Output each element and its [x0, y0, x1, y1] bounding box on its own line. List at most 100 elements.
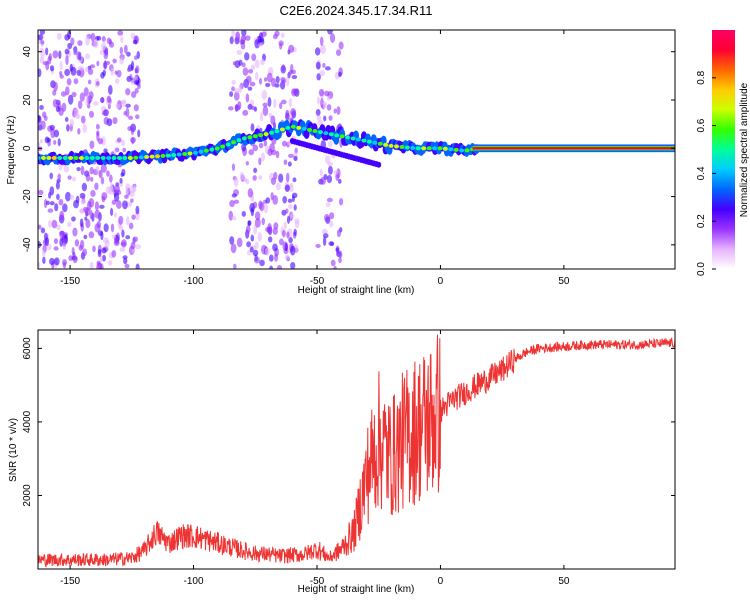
spectrogram-cell	[75, 113, 81, 120]
spectrogram-cell	[329, 241, 335, 247]
spectrogram-cell	[345, 135, 351, 140]
spectrogram-cell	[95, 165, 100, 173]
spectrogram-cell	[336, 49, 342, 56]
spectrogram-cell	[267, 236, 273, 243]
spectrogram-cell	[116, 200, 122, 209]
spectrogram-cell	[39, 47, 44, 53]
spectrogram-cell	[84, 66, 89, 73]
spectrogram-cell	[241, 35, 246, 42]
spectrogram-cell	[214, 146, 220, 151]
spectrogram-cell	[97, 248, 102, 258]
spectrogram-cell	[38, 142, 41, 147]
spectrogram-cell	[73, 51, 78, 56]
spectrogram-cell	[89, 140, 95, 150]
spectrogram-cell	[90, 190, 96, 197]
spectrogram-cell	[120, 172, 125, 177]
spectrogram-cell	[106, 95, 112, 103]
spectrogram-cell	[285, 172, 290, 183]
spectrogram-cell	[95, 81, 100, 86]
spectrogram-cell	[85, 97, 89, 106]
spectrogram-cell	[259, 111, 264, 122]
spectrogram-cell	[74, 239, 80, 247]
spectrogram-cell	[89, 166, 94, 175]
spectrogram-cell	[64, 48, 70, 55]
spectrogram-x-tick-label: -50	[310, 276, 325, 287]
spectrogram-frame	[37, 29, 676, 270]
spectrogram-cell	[123, 44, 128, 54]
spectrogram-cell	[263, 132, 269, 137]
spectrogram-cell	[239, 171, 245, 181]
spectrogram-cell	[114, 70, 118, 75]
spectrogram-cell	[89, 64, 96, 69]
spectrogram-cell	[92, 245, 96, 253]
spectrogram-cell	[261, 217, 266, 226]
spectrogram-cell	[40, 155, 46, 160]
spectrogram-cell	[329, 212, 335, 220]
spectrogram-cell	[123, 257, 128, 265]
spectrogram-cell	[269, 130, 275, 135]
spectrogram-cell	[62, 155, 68, 160]
spectrogram-cell	[236, 138, 242, 143]
spectrogram-cell	[285, 254, 290, 261]
snr-y-tick-label: 4000	[22, 410, 33, 433]
spectrogram-cell	[245, 225, 251, 234]
spectrogram-cell	[42, 249, 46, 257]
spectrogram-cell	[247, 69, 254, 74]
spectrogram-cell	[42, 256, 46, 264]
spectrogram-cell	[231, 140, 237, 145]
spectrogram-cell	[114, 184, 120, 194]
spectrogram-cell	[329, 33, 336, 43]
spectrogram-cell	[94, 209, 101, 219]
spectrogram-cell	[198, 149, 204, 154]
spectrogram-cell	[133, 155, 139, 160]
spectrogram-cell	[289, 213, 295, 219]
spectrogram-cell	[132, 185, 137, 193]
colorbar-tick-label: 0.4	[696, 166, 707, 180]
spectrogram-cell	[82, 248, 88, 257]
spectrogram-cell	[46, 200, 50, 206]
spectrogram-cell	[122, 155, 128, 160]
spectrogram-cell	[281, 140, 288, 147]
spectrogram-cell	[290, 245, 296, 256]
spectrogram-cell	[203, 148, 209, 153]
spectrogram-cell	[292, 177, 297, 183]
spectrogram-cell	[49, 124, 55, 131]
spectrogram-cell	[464, 148, 470, 153]
spectrogram-cell	[281, 64, 286, 71]
spectrogram-cell	[281, 79, 287, 84]
spectrogram-cell	[65, 86, 70, 96]
spectrogram-cell	[101, 42, 107, 51]
spectrogram-cell	[404, 145, 410, 150]
spectrogram-cell	[442, 146, 448, 151]
chart-title: C2E6.2024.345.17.34.R11	[280, 3, 433, 18]
spectrogram-cell	[193, 150, 199, 155]
spectrogram-cell	[231, 215, 237, 221]
spectrogram-cell	[124, 194, 129, 199]
spectrogram-cell	[44, 237, 50, 247]
spectrogram-cell	[134, 87, 139, 94]
spectrogram-cell	[47, 208, 54, 213]
spectrogram-cell	[254, 39, 261, 49]
spectrogram-cell	[77, 128, 81, 135]
spectrogram-cell	[69, 194, 75, 200]
spectrogram-cell	[324, 66, 331, 71]
spectrogram-cell	[258, 175, 263, 180]
spectrogram-cell	[272, 243, 278, 252]
spectrogram-cell	[101, 36, 106, 42]
spectrogram-cell	[290, 261, 296, 269]
spectrogram-cell	[67, 175, 72, 180]
spectrogram-cell	[273, 222, 279, 230]
spectrogram-cell	[318, 88, 325, 97]
spectrogram-cell	[80, 199, 87, 205]
spectrogram-cell	[53, 238, 59, 245]
colorbar-tick-label: 0.2	[696, 214, 707, 228]
spectrogram-cell	[328, 140, 333, 148]
spectrogram-cell	[293, 155, 298, 162]
spectrogram-cell	[323, 115, 327, 122]
spectrogram-cell	[113, 212, 118, 218]
spectrogram-cell	[280, 99, 287, 105]
spectrogram-cell	[52, 89, 57, 96]
spectrogram-cell	[245, 75, 252, 84]
snr-y-tick-label: 2000	[22, 484, 33, 507]
spectrogram-cell	[253, 167, 258, 174]
